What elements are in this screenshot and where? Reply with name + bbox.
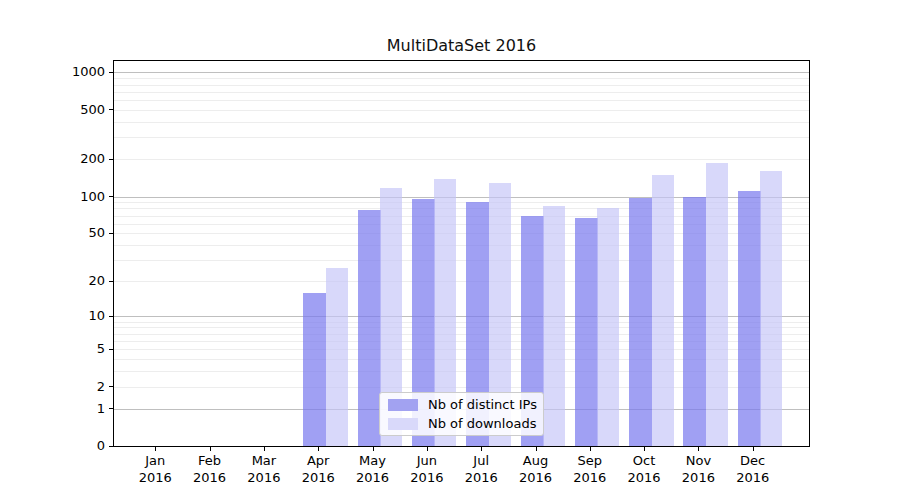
y-tick-label: 10 xyxy=(30,308,105,323)
y-tick xyxy=(109,109,113,110)
bar-downloads xyxy=(706,163,728,446)
x-tick-label: Jun 2016 xyxy=(398,452,456,486)
y-tick-label: 500 xyxy=(30,102,105,117)
bar-downloads xyxy=(652,175,674,446)
x-tick xyxy=(590,447,591,451)
x-tick xyxy=(427,447,428,451)
x-tick-label: Sep 2016 xyxy=(561,452,619,486)
x-tick xyxy=(155,447,156,451)
bar-downloads xyxy=(597,208,619,446)
x-tick xyxy=(264,447,265,451)
bar-distinct-ips xyxy=(629,198,652,446)
legend-swatch-distinct-ips xyxy=(388,399,418,411)
chart-title: MultiDataSet 2016 xyxy=(113,36,810,55)
y-tick xyxy=(109,408,113,409)
y-tick-label: 0 xyxy=(30,438,105,453)
y-tick-label: 1 xyxy=(30,401,105,416)
x-tick xyxy=(210,447,211,451)
bar-distinct-ips xyxy=(303,293,326,446)
y-tick-label: 200 xyxy=(30,151,105,166)
x-tick xyxy=(644,447,645,451)
chart-figure: MultiDataSet 2016 1000500200100502010521… xyxy=(0,0,900,500)
legend-item-distinct-ips: Nb of distinct IPs xyxy=(388,397,535,412)
y-tick xyxy=(109,72,113,73)
x-tick-label: Jul 2016 xyxy=(452,452,510,486)
y-tick xyxy=(109,349,113,350)
legend-swatch-downloads xyxy=(388,418,418,430)
bar-distinct-ips xyxy=(738,191,761,446)
x-tick-label: Feb 2016 xyxy=(181,452,239,486)
y-tick-label: 5 xyxy=(30,341,105,356)
y-tick xyxy=(109,316,113,317)
y-tick-label: 20 xyxy=(30,273,105,288)
x-tick xyxy=(753,447,754,451)
legend-label-distinct-ips: Nb of distinct IPs xyxy=(428,397,537,412)
x-tick xyxy=(318,447,319,451)
y-tick xyxy=(109,159,113,160)
legend-label-downloads: Nb of downloads xyxy=(428,416,536,431)
legend: Nb of distinct IPs Nb of downloads xyxy=(379,392,544,436)
y-tick-label: 100 xyxy=(30,189,105,204)
y-tick xyxy=(109,196,113,197)
bar-distinct-ips xyxy=(575,218,598,446)
y-tick-label: 50 xyxy=(30,225,105,240)
bar-downloads xyxy=(760,171,782,446)
x-tick xyxy=(698,447,699,451)
y-tick-label: 2 xyxy=(30,379,105,394)
x-tick-label: Mar 2016 xyxy=(235,452,293,486)
x-tick-label: Jan 2016 xyxy=(126,452,184,486)
y-tick xyxy=(109,281,113,282)
x-tick xyxy=(373,447,374,451)
legend-item-downloads: Nb of downloads xyxy=(388,416,535,431)
y-tick xyxy=(109,446,113,447)
y-tick xyxy=(109,233,113,234)
x-tick-label: May 2016 xyxy=(344,452,402,486)
bar-downloads xyxy=(543,206,565,446)
bar-downloads xyxy=(326,268,348,446)
x-tick-label: Oct 2016 xyxy=(615,452,673,486)
bar-distinct-ips xyxy=(683,197,706,447)
x-tick-label: Aug 2016 xyxy=(507,452,565,486)
bar-distinct-ips xyxy=(358,210,381,446)
y-tick-label: 1000 xyxy=(30,64,105,79)
x-tick-label: Dec 2016 xyxy=(724,452,782,486)
x-tick xyxy=(481,447,482,451)
x-tick xyxy=(536,447,537,451)
y-tick xyxy=(109,386,113,387)
x-tick-label: Apr 2016 xyxy=(289,452,347,486)
x-tick-label: Nov 2016 xyxy=(669,452,727,486)
